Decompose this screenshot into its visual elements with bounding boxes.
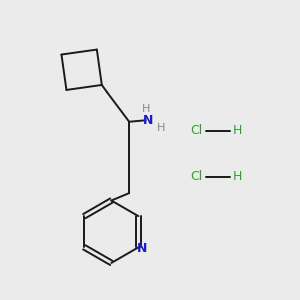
Text: H: H xyxy=(233,124,243,137)
Text: H: H xyxy=(142,104,150,114)
Text: N: N xyxy=(137,242,147,255)
Text: N: N xyxy=(143,114,154,127)
Text: Cl: Cl xyxy=(190,170,202,183)
Text: Cl: Cl xyxy=(190,124,202,137)
Text: H: H xyxy=(233,170,243,183)
Text: H: H xyxy=(157,123,165,133)
